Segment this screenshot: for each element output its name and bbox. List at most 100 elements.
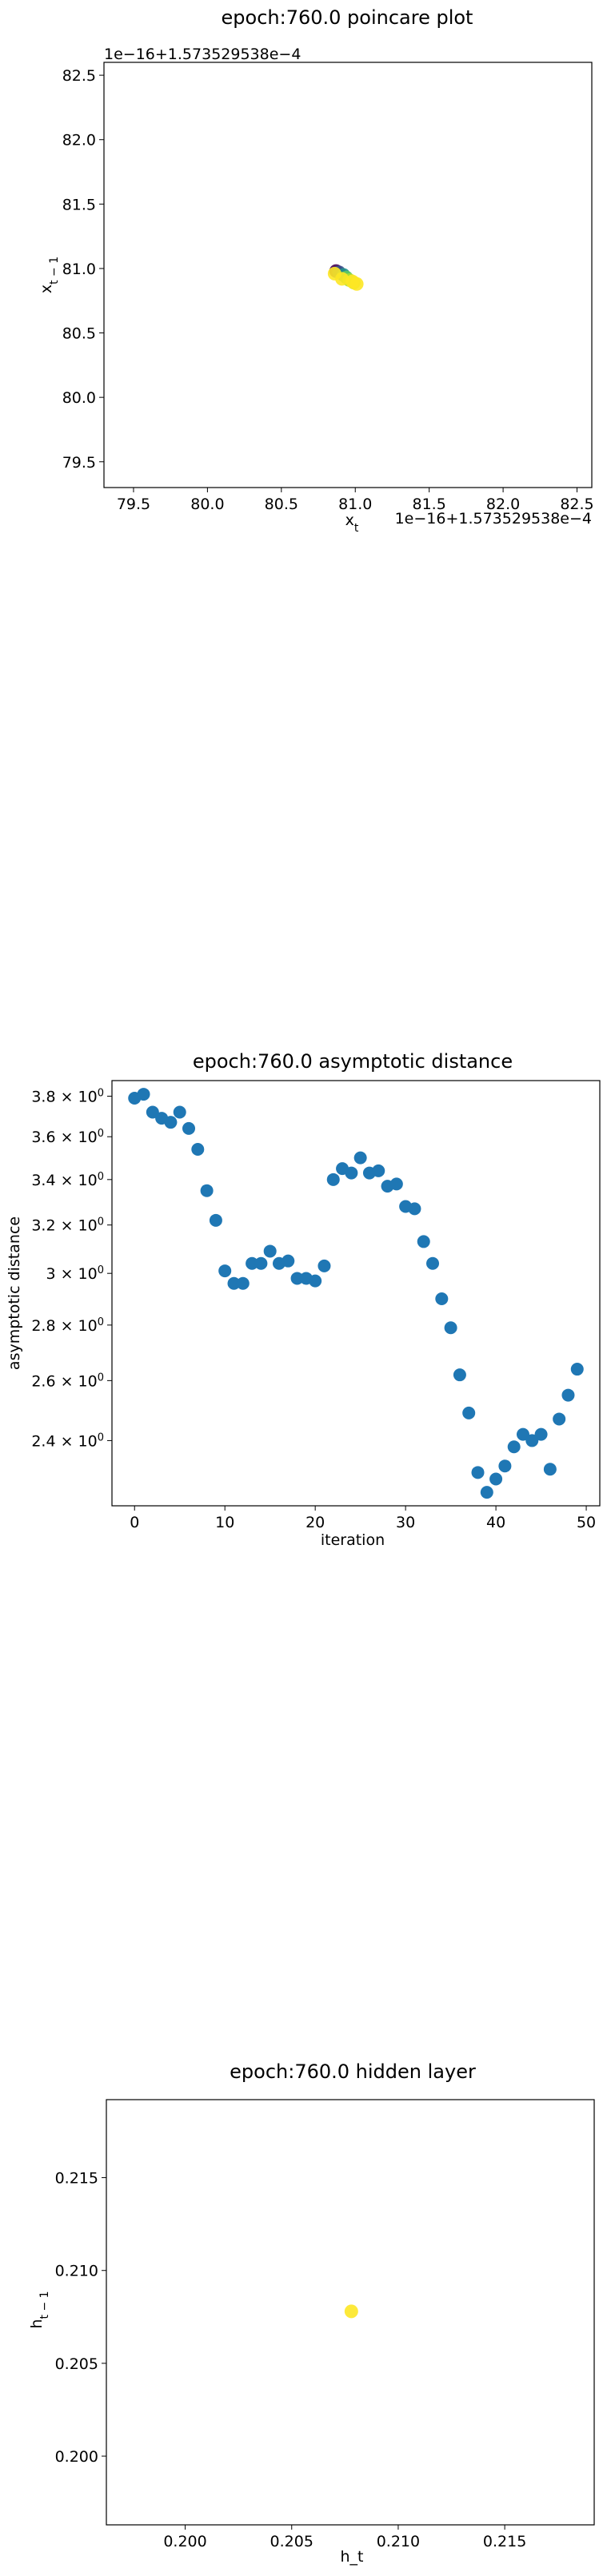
y-tick-label: 0.215 (55, 2170, 98, 2188)
y-tick-label: 2.8 × 100 (31, 1316, 104, 1335)
y-tick-label: 82.0 (62, 132, 96, 149)
data-point (453, 1368, 466, 1382)
data-point (372, 1164, 385, 1177)
x-tick-label: 0.200 (163, 2533, 206, 2550)
poincare-plot-chart: epoch:760.0 poincare plot 1e−16+1.573529… (38, 6, 594, 535)
y-tick-label: 2.6 × 100 (31, 1372, 104, 1391)
x-tick-label: 10 (215, 1514, 234, 1531)
data-point (236, 1276, 250, 1290)
y-axis-label: asymptotic distance (6, 1216, 23, 1370)
y-tick-label: 2.4 × 100 (31, 1431, 104, 1451)
y-tick-label: 82.5 (62, 67, 96, 85)
y-tick-label: 3.8 × 100 (31, 1087, 104, 1106)
x-tick-label: 0.210 (377, 2533, 420, 2550)
data-point (353, 1151, 367, 1165)
data-point (246, 1256, 259, 1270)
data-point (164, 1116, 178, 1129)
data-point (344, 2304, 358, 2319)
x-axis-ticks: 0 10 20 30 40 50 (130, 1506, 596, 1531)
data-point (534, 1427, 548, 1441)
data-point (345, 274, 360, 289)
data-point (507, 1440, 521, 1454)
y-tick-label: 80.0 (62, 389, 96, 407)
x-axis-ticks: 79.5 80.0 80.5 81.0 81.5 82.0 82.5 (117, 488, 594, 513)
y-axis-ticks: 79.5 80.0 80.5 81.0 81.5 82.0 82.5 (62, 67, 104, 472)
data-point (543, 1463, 557, 1476)
data-point (209, 1213, 222, 1227)
x-tick-label: 20 (306, 1514, 325, 1531)
y-axis-label: ht − 1 (28, 2291, 51, 2328)
data-points (128, 1088, 584, 1499)
y-tick-label: 81.5 (62, 196, 96, 213)
data-points (327, 264, 364, 291)
x-tick-label: 79.5 (117, 496, 150, 513)
data-point (182, 1121, 196, 1135)
data-point (335, 272, 349, 286)
data-point (570, 1363, 584, 1376)
y-tick-label: 0.210 (55, 2263, 98, 2280)
chart-title: epoch:760.0 poincare plot (222, 6, 473, 29)
data-point (417, 1235, 430, 1248)
data-point (525, 1434, 539, 1447)
x-axis-label: xt (345, 512, 359, 535)
data-point (146, 1105, 159, 1119)
data-point (191, 1142, 205, 1156)
x-tick-label: 81.0 (338, 496, 372, 513)
data-point (173, 1105, 186, 1119)
y-axis-label: xt − 1 (38, 257, 61, 293)
hidden-layer-chart: epoch:760.0 hidden layer 0.200 0.205 0.210… (28, 2060, 595, 2566)
y-offset-label: 1e−16+1.573529538e−4 (104, 46, 301, 63)
data-point (426, 1256, 440, 1270)
x-axis-label: h_t (341, 2548, 364, 2566)
x-tick-label: 50 (577, 1514, 596, 1531)
data-point (489, 1472, 503, 1486)
y-tick-label: 3.2 × 100 (31, 1216, 104, 1235)
data-point (444, 1321, 457, 1335)
y-axis-ticks: 2.4 × 100 2.6 × 100 2.8 × 100 3 × 100 3.2 × … (31, 1087, 112, 1450)
data-point (389, 1177, 403, 1191)
plot-frame (103, 62, 593, 488)
data-point (200, 1184, 214, 1197)
y-tick-label: 0.200 (55, 2448, 98, 2466)
x-tick-label: 80.5 (265, 496, 298, 513)
data-point (309, 1274, 322, 1288)
data-point (516, 1427, 529, 1441)
y-axis-ticks: 0.200 0.205 0.210 0.215 (55, 2170, 106, 2466)
data-point (345, 1166, 358, 1180)
data-point (498, 1459, 512, 1473)
data-point (317, 1259, 331, 1272)
x-axis-label: iteration (321, 1531, 385, 1549)
x-tick-label: 81.5 (413, 496, 446, 513)
y-tick-label: 3.6 × 100 (31, 1128, 104, 1147)
y-tick-label: 79.5 (62, 454, 96, 472)
chart-title: epoch:760.0 hidden layer (230, 2060, 476, 2083)
x-tick-label: 82.0 (486, 496, 520, 513)
y-tick-label: 0.205 (55, 2355, 98, 2373)
chart-title: epoch:760.0 asymptotic distance (193, 1050, 513, 1073)
x-offset-label: 1e−16+1.573529538e−4 (395, 510, 592, 528)
y-tick-label: 3.4 × 100 (31, 1170, 104, 1189)
y-tick-label: 3 × 100 (46, 1264, 104, 1284)
plot-frame (106, 2099, 595, 2526)
y-tick-label: 80.5 (62, 325, 96, 343)
asymptotic-distance-chart: epoch:760.0 asymptotic distance 0 10 20 30 4… (6, 1050, 601, 1549)
plot-frame (111, 1080, 601, 1507)
data-point (561, 1388, 575, 1402)
y-tick-label: 81.0 (62, 261, 96, 278)
data-point (218, 1264, 232, 1278)
x-tick-label: 0.215 (483, 2533, 526, 2550)
data-point (282, 1254, 295, 1268)
data-point (326, 1173, 340, 1186)
data-point (462, 1406, 476, 1419)
x-tick-label: 80.0 (190, 496, 224, 513)
x-tick-label: 0 (130, 1514, 139, 1531)
x-axis-ticks: 0.200 0.205 0.210 0.215 (163, 2525, 526, 2550)
data-point (263, 1244, 277, 1258)
data-points (344, 2304, 358, 2319)
data-point (435, 1292, 449, 1305)
data-point (553, 1412, 566, 1426)
data-point (254, 1256, 268, 1270)
data-point (227, 1276, 241, 1290)
data-point (290, 1272, 304, 1285)
data-point (408, 1202, 421, 1216)
